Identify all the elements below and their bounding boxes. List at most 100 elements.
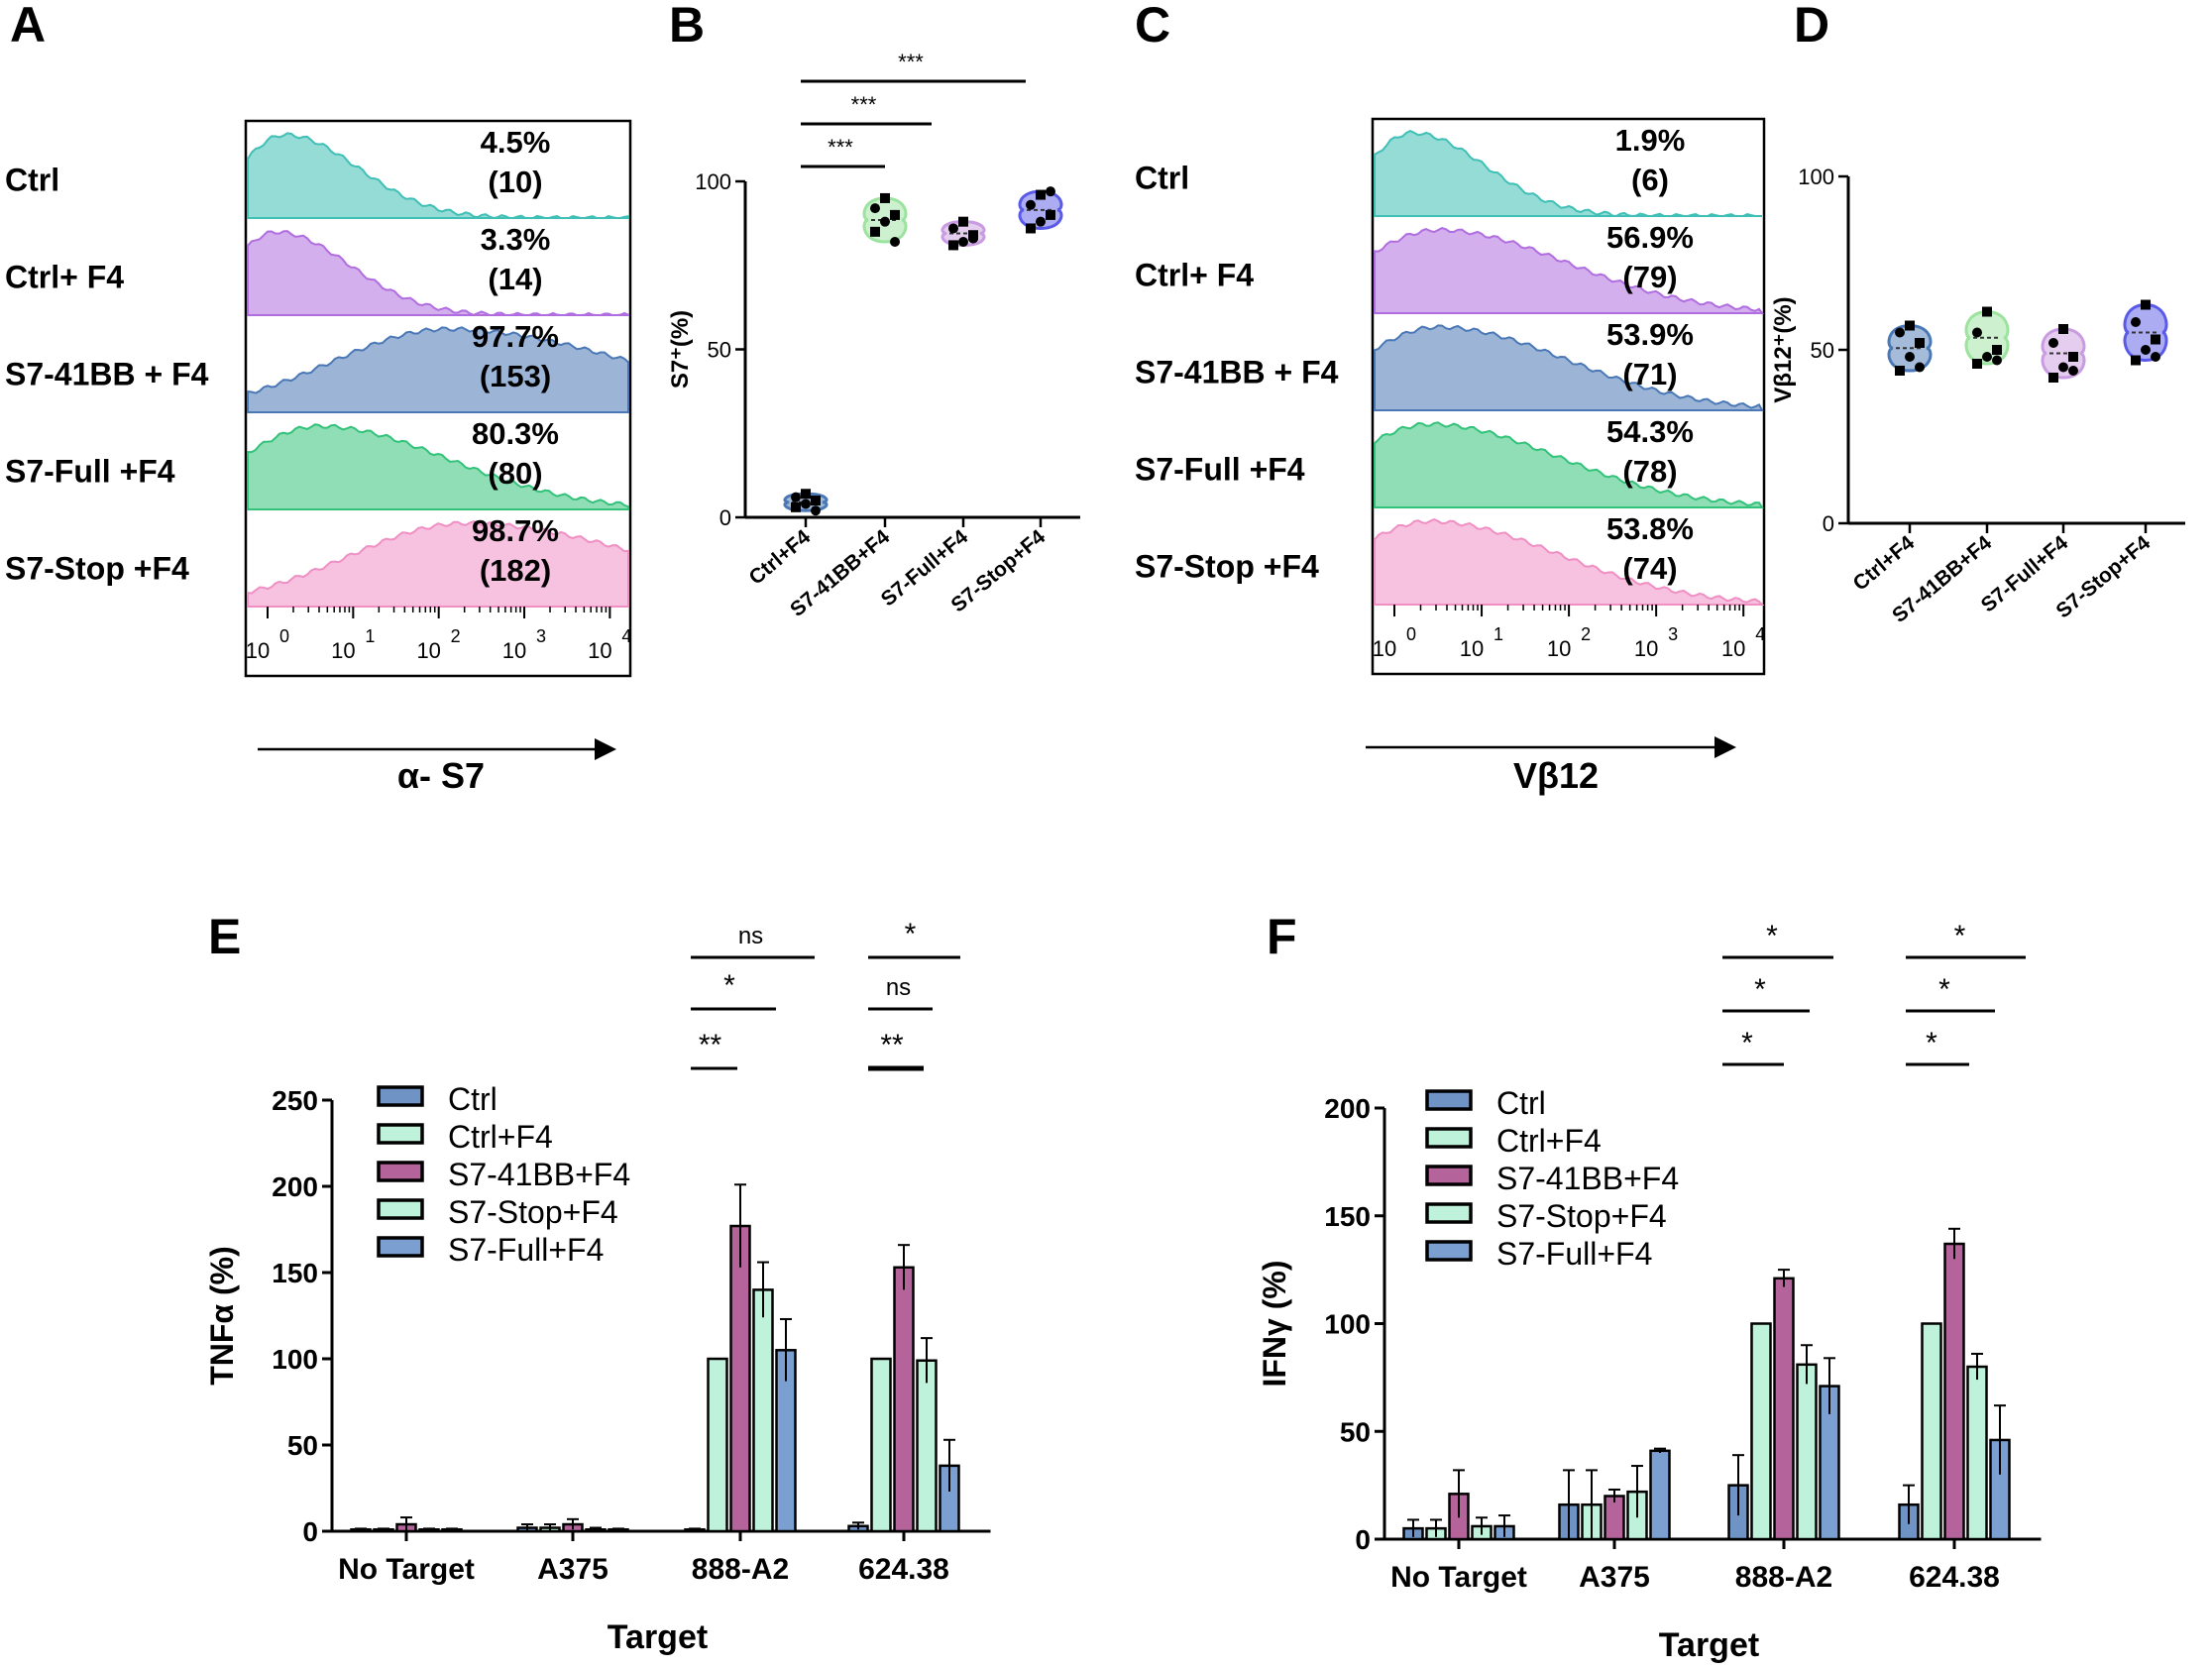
panel-a-hist-curve-4	[247, 520, 629, 608]
panel-a-tick-exp-4: 4	[621, 626, 631, 646]
panel-c-hist-curve-4	[1374, 517, 1765, 606]
panel-c-tick-exp-3: 3	[1668, 624, 1678, 644]
panel-e-legend-label-4: S7-Full+F4	[448, 1232, 604, 1268]
panel-letter-b: B	[669, 0, 705, 53]
panel-a-hist-curve-1	[247, 230, 629, 316]
panel-c-hist-curve-1	[1374, 227, 1764, 314]
panel-d-point-3-1	[2141, 345, 2151, 355]
panel-f-sig-label-0: *	[1766, 920, 1778, 952]
panel-b-point-1-5	[890, 237, 900, 248]
panel-d-point-3-4	[2141, 299, 2151, 310]
panel-e-sig-label-0: ns	[738, 923, 763, 949]
panel-c-row-count-0: (6)	[1631, 163, 1669, 197]
panel-a-hist-curve-0	[247, 132, 629, 220]
panel-d-point-0-4	[1905, 320, 1915, 331]
panel-e-xtick-label-0: No Target	[338, 1553, 475, 1586]
panel-e-legend-label-3: S7-Stop+F4	[448, 1194, 618, 1230]
panel-c-row-count-2: (71)	[1622, 357, 1677, 391]
panel-b-point-1-0	[870, 226, 880, 237]
panel-c-tick-base-2: 10	[1547, 636, 1571, 661]
panel-a-tick-base-4: 10	[588, 638, 611, 663]
panel-c-hist-curve-3	[1374, 421, 1764, 508]
panel-a-row-percent-4: 98.7%	[472, 513, 559, 548]
panel-f-xtick-label-1: A375	[1579, 1561, 1650, 1594]
panel-f-xtick-label-3: 624.38	[1909, 1561, 2000, 1594]
panel-b-point-1-2	[890, 209, 900, 220]
panel-f-legend-label-0: Ctrl	[1496, 1085, 1546, 1121]
panel-e-legend-swatch-0	[377, 1085, 424, 1107]
panel-e-legend-label-2: S7-41BB+F4	[448, 1157, 630, 1192]
panel-f-bar-3-2	[1943, 1242, 1965, 1541]
panel-c-hist-curve-0	[1374, 129, 1762, 218]
panel-d-ytick-label-2: 100	[1798, 165, 1834, 189]
panel-a-tick-exp-3: 3	[536, 626, 546, 646]
panel-b-ytick-label-2: 100	[695, 169, 731, 194]
panel-f-legend-label-2: S7-41BB+F4	[1496, 1161, 1679, 1196]
panel-a-row-label-0: Ctrl	[5, 163, 59, 198]
panel-e-xtick-label-1: A375	[537, 1553, 608, 1586]
panel-b-point-0-5	[811, 505, 821, 516]
panel-b-ytick-label-1: 50	[708, 338, 731, 363]
panel-f-legend-swatch-0	[1425, 1089, 1473, 1111]
panel-b-point-0-3	[791, 492, 801, 502]
panel-c-tick-base-3: 10	[1634, 636, 1658, 661]
panel-e-bar-2-2	[729, 1224, 751, 1533]
panel-a-tick-base-1: 10	[331, 638, 355, 663]
panel-d-point-1-2	[1992, 345, 2002, 355]
panel-c-tick-exp-0: 0	[1406, 624, 1416, 644]
panel-a-row-count-3: (80)	[488, 456, 542, 491]
panel-c-row-percent-0: 1.9%	[1615, 123, 1686, 158]
panel-a-row-count-1: (14)	[488, 262, 542, 296]
panel-e-legend-swatch-2	[377, 1161, 424, 1182]
panel-b-point-3-5	[1046, 186, 1055, 197]
panel-e-legend-swatch-1	[377, 1123, 424, 1145]
panel-d-point-3-3	[2131, 317, 2141, 327]
panel-c-tick-exp-4: 4	[1755, 624, 1765, 644]
panel-letter-a: A	[10, 0, 46, 53]
panel-e-legend-swatch-4	[377, 1236, 424, 1258]
panel-a-row-label-1: Ctrl+ F4	[5, 260, 124, 295]
panel-f-bar-1-4	[1649, 1449, 1671, 1541]
panel-e-bar-3-2	[893, 1266, 915, 1533]
panel-d-violin: 050100Vβ12⁺(%)Ctrl+F4S7-41BB+F4S7-Full+F…	[1770, 165, 2185, 627]
panel-a-row-percent-2: 97.7%	[472, 319, 559, 354]
panel-a-tick-base-3: 10	[502, 638, 526, 663]
panel-d-ytick-label-1: 50	[1811, 338, 1834, 363]
panel-d-point-2-2	[2068, 352, 2078, 362]
panel-e-sig-label-1: *	[723, 969, 735, 1002]
panel-e-ytick-label-4: 200	[272, 1171, 318, 1202]
panel-c-tick-base-4: 10	[1721, 636, 1745, 661]
panel-letter-f: F	[1267, 909, 1297, 964]
panel-f-legend-label-3: S7-Stop+F4	[1496, 1198, 1667, 1234]
panel-b-point-1-4	[880, 192, 890, 203]
panel-c-tick-base-0: 10	[1373, 636, 1396, 661]
panel-b-xtick-label-0: Ctrl+F4	[745, 525, 816, 590]
panel-f-bar-2-1	[1750, 1322, 1772, 1541]
panel-d-point-3-0	[2131, 355, 2141, 366]
panel-a-hist-curve-2	[247, 326, 629, 413]
panel-a-row-label-2: S7-41BB + F4	[5, 357, 209, 392]
panel-c-row-count-4: (74)	[1622, 551, 1677, 586]
panel-f-sig-label-4: *	[1938, 973, 1950, 1006]
panel-c-tick-exp-1: 1	[1493, 624, 1503, 644]
panel-a-row-percent-3: 80.3%	[472, 416, 559, 451]
panel-b-violin: 050100S7⁺(%)Ctrl+F4S7-41BB+F4S7-Full+F4S…	[667, 50, 1080, 621]
panel-d-point-0-1	[1905, 352, 1915, 362]
panel-b-point-3-2	[1046, 209, 1055, 220]
panel-b-ytick-label-0: 0	[719, 505, 731, 530]
panel-letter-e: E	[208, 909, 241, 964]
panel-d-ylabel: Vβ12⁺(%)	[1770, 296, 1797, 402]
panel-b-sig-label-0: ***	[828, 135, 853, 160]
panel-e-bar-2-1	[707, 1357, 728, 1533]
panel-e-ytick-label-1: 50	[287, 1430, 318, 1461]
panel-e-xlabel: Target	[608, 1618, 708, 1656]
panel-b-point-2-4	[958, 216, 968, 227]
panel-f-legend-swatch-1	[1425, 1127, 1473, 1149]
panel-a-row-percent-1: 3.3%	[481, 222, 551, 257]
panel-b-point-2-1	[958, 237, 968, 248]
panel-d-point-2-1	[2058, 362, 2068, 373]
panel-f-ytick-label-4: 200	[1324, 1093, 1371, 1124]
panel-c-row-percent-1: 56.9%	[1606, 220, 1694, 255]
panel-f-xtick-label-0: No Target	[1390, 1561, 1527, 1594]
